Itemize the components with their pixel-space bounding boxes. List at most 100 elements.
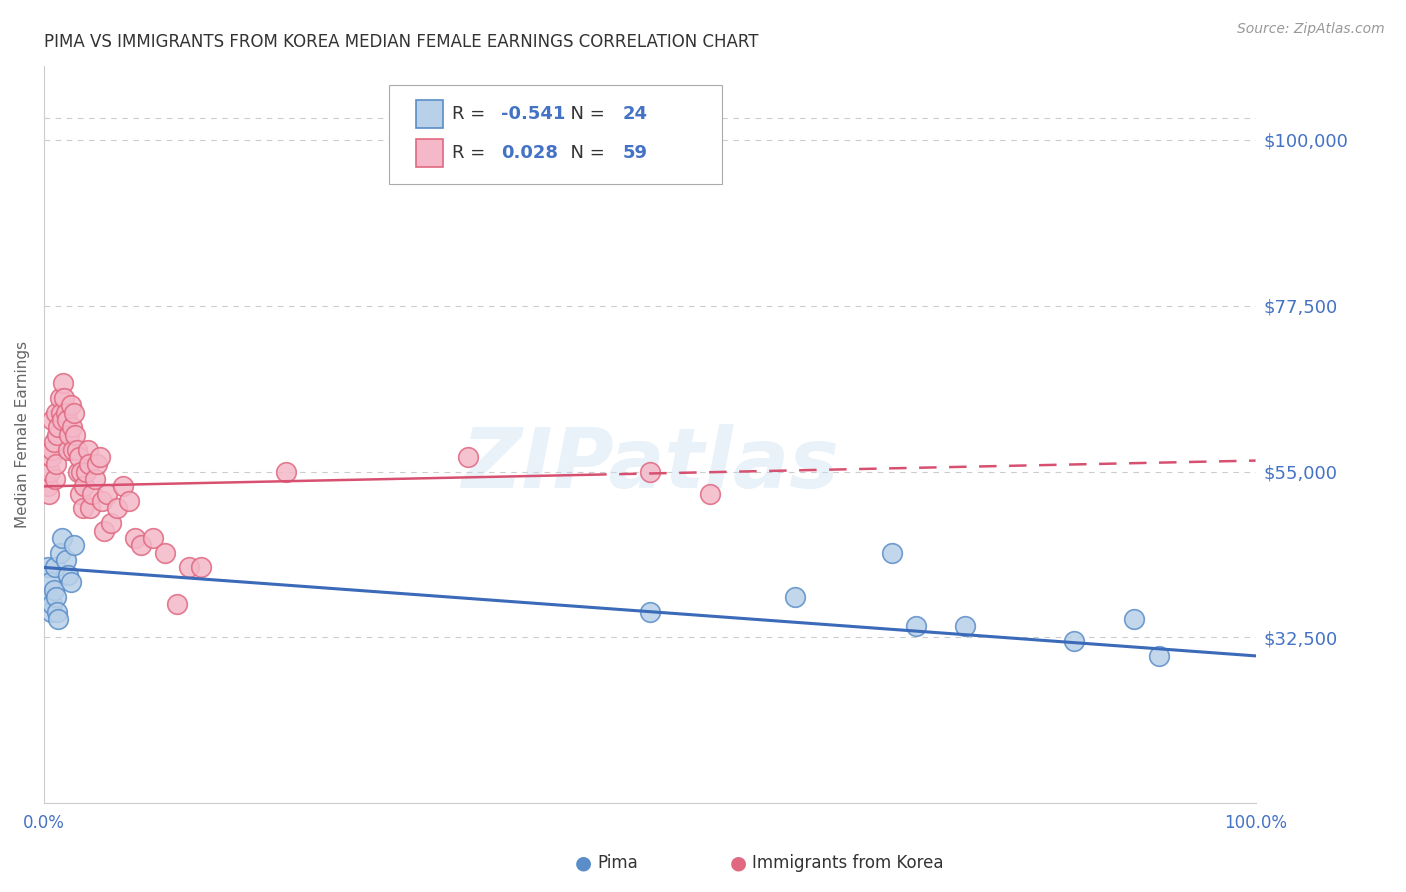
Point <box>66 465 89 479</box>
Text: ●: ● <box>730 854 747 872</box>
Point <box>67 450 90 464</box>
Point <box>953 619 976 633</box>
Point <box>52 376 75 391</box>
FancyBboxPatch shape <box>416 100 443 128</box>
Point <box>48 420 70 434</box>
Point <box>55 553 77 567</box>
Point <box>44 472 66 486</box>
Point <box>699 487 721 501</box>
Point <box>105 501 128 516</box>
Point <box>53 391 76 405</box>
Point <box>880 546 903 560</box>
Point <box>56 442 79 457</box>
Point <box>60 420 83 434</box>
Point <box>46 427 69 442</box>
Point <box>62 442 84 457</box>
Point <box>55 406 77 420</box>
Text: PIMA VS IMMIGRANTS FROM KOREA MEDIAN FEMALE EARNINGS CORRELATION CHART: PIMA VS IMMIGRANTS FROM KOREA MEDIAN FEM… <box>44 33 758 51</box>
Point <box>153 546 176 560</box>
Point <box>179 560 201 574</box>
Point <box>58 427 80 442</box>
Point <box>190 560 212 574</box>
Point <box>83 472 105 486</box>
FancyBboxPatch shape <box>416 138 443 167</box>
Point <box>82 487 104 501</box>
Point <box>63 406 86 420</box>
Point <box>166 597 188 611</box>
Text: Source: ZipAtlas.com: Source: ZipAtlas.com <box>1237 22 1385 37</box>
Point <box>76 442 98 457</box>
Point <box>65 442 87 457</box>
Point <box>48 391 70 405</box>
Point <box>638 465 661 479</box>
Text: Immigrants from Korea: Immigrants from Korea <box>752 855 943 872</box>
Point <box>1123 612 1146 626</box>
Point <box>48 546 70 560</box>
Point <box>42 435 65 450</box>
Point <box>111 479 134 493</box>
Point <box>91 494 114 508</box>
Point <box>100 516 122 531</box>
Point <box>96 487 118 501</box>
Text: R =: R = <box>453 144 491 161</box>
Point <box>638 605 661 619</box>
Point <box>39 605 62 619</box>
Point <box>39 575 62 590</box>
Point <box>75 465 97 479</box>
Point <box>39 450 62 464</box>
Point <box>38 487 60 501</box>
Point <box>77 457 100 471</box>
Text: Pima: Pima <box>598 855 638 872</box>
Text: N =: N = <box>558 105 610 123</box>
Text: ●: ● <box>575 854 592 872</box>
Point <box>51 413 73 427</box>
Point <box>51 531 73 545</box>
Point <box>41 597 63 611</box>
Point <box>73 479 96 493</box>
Point <box>59 575 82 590</box>
Point <box>86 457 108 471</box>
Text: R =: R = <box>453 105 491 123</box>
Point <box>39 465 62 479</box>
Point <box>41 442 63 457</box>
Point <box>72 501 94 516</box>
Y-axis label: Median Female Earnings: Median Female Earnings <box>15 342 30 528</box>
Text: -0.541: -0.541 <box>501 105 565 123</box>
Point <box>905 619 928 633</box>
Point <box>79 501 101 516</box>
Point <box>37 560 59 574</box>
Point <box>49 406 72 420</box>
Point <box>118 494 141 508</box>
Point <box>59 398 82 412</box>
Point <box>93 524 115 538</box>
Point <box>63 538 86 552</box>
Point <box>45 590 67 604</box>
Point <box>70 465 93 479</box>
Point <box>785 590 807 604</box>
Point <box>56 567 79 582</box>
Text: ZIPatlas: ZIPatlas <box>461 424 839 505</box>
Point <box>69 487 91 501</box>
Text: 24: 24 <box>623 105 648 123</box>
Point <box>1063 634 1085 648</box>
Point <box>46 605 69 619</box>
Point <box>45 406 67 420</box>
FancyBboxPatch shape <box>389 85 723 185</box>
Point <box>124 531 146 545</box>
Point <box>65 427 87 442</box>
Point <box>142 531 165 545</box>
Point <box>1147 648 1170 663</box>
Point <box>38 590 60 604</box>
Point <box>41 413 63 427</box>
Point <box>44 560 66 574</box>
Point <box>45 457 67 471</box>
Point <box>129 538 152 552</box>
Point <box>42 582 65 597</box>
Point <box>37 479 59 493</box>
Point <box>48 612 70 626</box>
Text: N =: N = <box>558 144 610 161</box>
Point <box>56 413 79 427</box>
Point <box>276 465 298 479</box>
Point <box>89 450 111 464</box>
Text: 0.028: 0.028 <box>501 144 558 161</box>
